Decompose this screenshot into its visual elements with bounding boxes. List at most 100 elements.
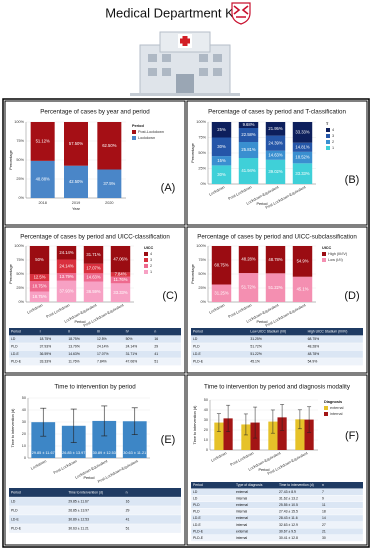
value-label: 33.33% <box>295 171 309 176</box>
table-cell: 17.07% <box>97 352 109 356</box>
y-tick-label: 75% <box>198 258 206 262</box>
x-axis-label: Period <box>257 202 268 206</box>
legend-swatch <box>132 130 136 134</box>
value-label: 48.28% <box>241 257 255 262</box>
table-cell: 48.28% <box>308 345 320 349</box>
table-row <box>190 350 364 359</box>
legend-label: external <box>330 406 344 410</box>
bar <box>268 421 278 450</box>
legend-label: 4 <box>332 128 334 132</box>
bar-segment <box>238 157 259 184</box>
bar-segment <box>292 276 313 302</box>
chart-title: Percentage of cases by year and period <box>40 109 150 116</box>
legend-label: Low (I/II) <box>328 258 344 262</box>
table-header-cell: n <box>126 490 128 494</box>
value-label: 39.02% <box>268 169 282 174</box>
legend-swatch <box>322 258 326 262</box>
value-label: 24.14% <box>59 250 73 255</box>
table-cell: 68.75% <box>308 337 320 341</box>
bar-segment <box>211 246 232 285</box>
value-label: 48.78% <box>268 257 282 262</box>
legend-label: 1 <box>332 146 334 150</box>
bar-segment <box>292 246 313 277</box>
table-cell: PLD-E <box>193 360 204 364</box>
value-label: 33.33% <box>295 129 309 134</box>
bar-segment <box>30 160 55 198</box>
y-tick-label: 40 <box>22 408 26 412</box>
table-cell: 41 <box>154 352 158 356</box>
table-header-cell: IV <box>126 330 130 334</box>
bar <box>304 419 314 450</box>
table-header-cell: II <box>68 330 70 334</box>
y-tick-label: 50% <box>16 158 24 162</box>
value-label: 54.9% <box>297 258 309 263</box>
table-cell: 30.63 ± 11.21 <box>68 526 89 530</box>
x-tick-label: Post-Lockdown <box>228 185 253 201</box>
value-label: 12.5% <box>34 275 46 280</box>
legend-label: Post-Lockdown <box>138 130 164 134</box>
table-cell: 29.85 ± 11.67 <box>68 499 89 503</box>
y-tick-label: 50 <box>204 398 208 402</box>
x-tick-label: 2018 <box>38 201 46 205</box>
x-tick-label: Lockdown <box>210 451 227 463</box>
table-cell: PLD <box>193 510 200 514</box>
value-label: 51.12% <box>36 139 50 144</box>
legend-swatch <box>144 270 148 274</box>
value-label: 22.58% <box>241 132 255 137</box>
bar-segment <box>56 246 77 260</box>
value-label: 14.63% <box>268 152 282 157</box>
table-cell: 9 <box>322 496 324 500</box>
table-cell: 14 <box>322 516 326 520</box>
bar-segment <box>211 165 232 184</box>
table-row <box>190 514 364 522</box>
table-cell: external <box>236 529 248 533</box>
value-label: 7.84% <box>115 272 127 277</box>
table-header-cell: Period <box>193 330 203 334</box>
table-cell: 50% <box>126 337 133 341</box>
x-axis-label: Year <box>72 207 80 211</box>
value-label: 15% <box>217 158 226 163</box>
table-row <box>190 357 364 366</box>
table-header-cell: n <box>322 483 324 487</box>
value-label: 13.79% <box>59 274 73 279</box>
legend-swatch <box>324 412 328 416</box>
bar <box>31 422 56 458</box>
legend-swatch <box>324 406 328 410</box>
y-tick-label: 75% <box>16 258 24 262</box>
table-cell: PLD-E <box>193 529 204 533</box>
hospital-illustration <box>130 31 240 96</box>
table-cell: 18.75% <box>68 337 80 341</box>
y-tick-label: 20 <box>22 432 26 436</box>
x-axis-label: Period <box>257 320 268 324</box>
table-header <box>191 328 363 336</box>
error-bar <box>307 406 312 433</box>
table-cell: LD-E <box>11 352 19 356</box>
bar <box>295 419 305 450</box>
y-tick-label: 0 <box>206 448 208 452</box>
bar-segment <box>238 127 259 142</box>
table-row <box>190 528 364 535</box>
legend-swatch <box>326 128 330 132</box>
value-label: 47.06% <box>113 256 127 261</box>
legend-title: T <box>326 122 329 126</box>
legend-label: internal <box>330 412 343 416</box>
legend-label: High (III/IV) <box>328 252 348 256</box>
bar-segment <box>211 284 232 302</box>
table-header <box>9 328 181 336</box>
legend-label: Lockdown <box>138 136 155 140</box>
y-axis-label: Time to intervention (d) <box>193 405 197 445</box>
legend-label: 2 <box>150 264 152 268</box>
value-label: 37.5% <box>103 181 115 186</box>
table-header-cell: n <box>154 330 156 334</box>
table-cell: external <box>236 490 248 494</box>
table-header-cell: High UICC Stadium (III/IV) <box>308 330 348 334</box>
error-bar <box>253 406 258 439</box>
value-label: 30% <box>217 144 226 149</box>
bar-segment <box>64 165 88 198</box>
table-cell: 18 <box>322 510 326 514</box>
value-label: 25% <box>217 127 226 132</box>
bar-segment <box>29 291 50 302</box>
table-cell: 26.85 ± 13.97 <box>68 508 89 512</box>
table-cell: internal <box>236 496 247 500</box>
bar-segment <box>56 259 77 274</box>
